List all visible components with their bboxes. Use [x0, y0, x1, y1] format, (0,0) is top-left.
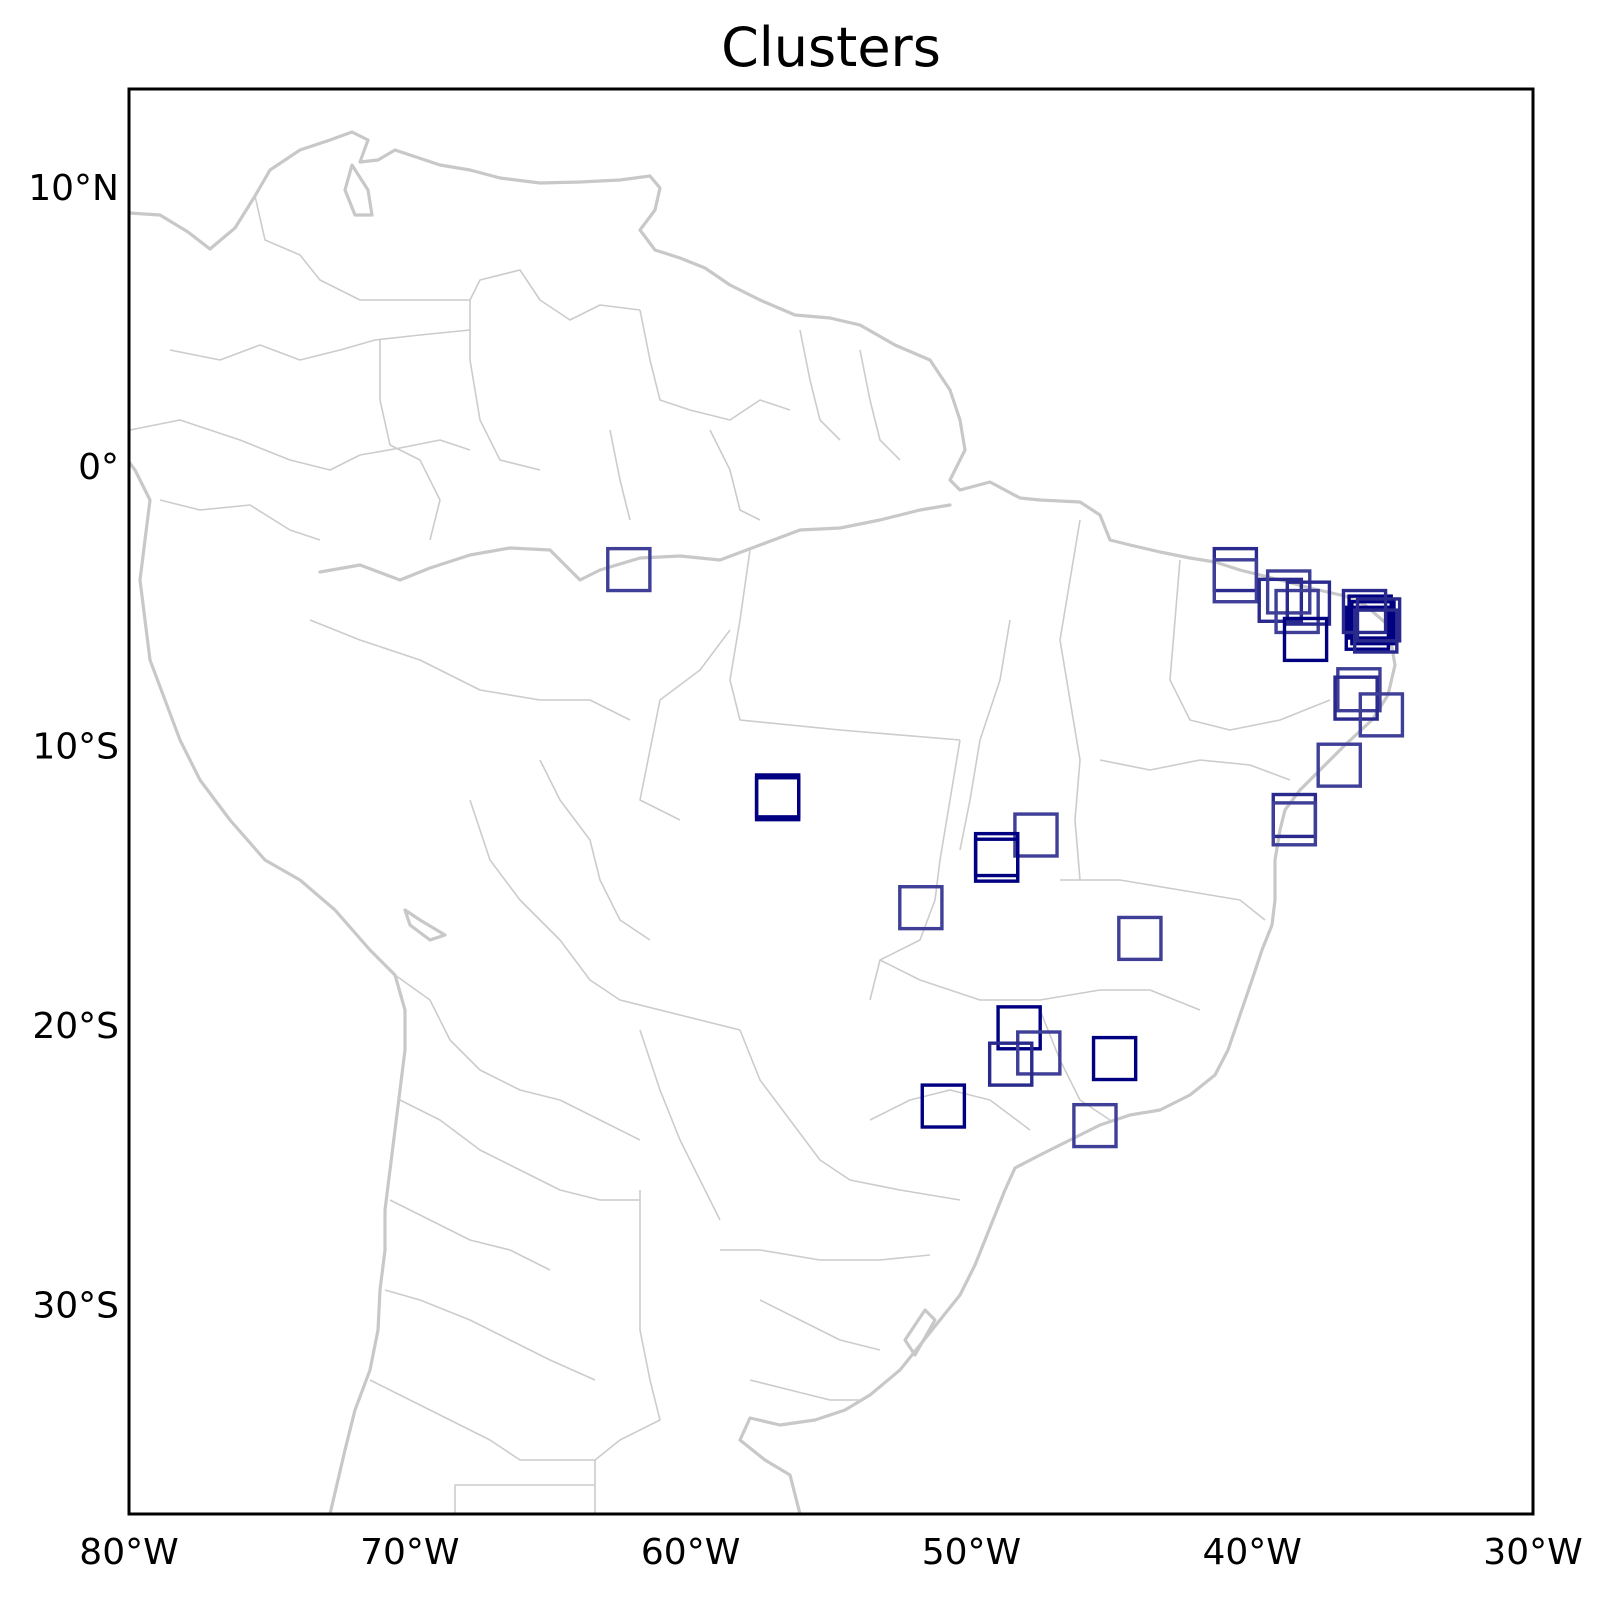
- cluster-box: [1212, 558, 1259, 604]
- cluster-box: [1117, 915, 1163, 962]
- cluster-box: [1358, 692, 1405, 738]
- map-area: [129, 130, 1397, 1514]
- cluster-box: [973, 837, 1020, 883]
- cluster-box: [1091, 1035, 1138, 1082]
- y-tick-label: 20°S: [32, 1006, 119, 1047]
- coastline: [129, 130, 1397, 1514]
- lagoa-dos-patos: [903, 1308, 937, 1357]
- cluster-box: [1355, 597, 1402, 643]
- cluster-box: [754, 776, 801, 822]
- x-axis-ticks: 80°W 70°W 60°W 50°W 40°W 30°W: [79, 1532, 1582, 1573]
- x-tick-label: 60°W: [641, 1532, 740, 1573]
- x-tick-label: 40°W: [1202, 1532, 1301, 1573]
- cluster-box: [1257, 577, 1304, 623]
- cluster-box: [1013, 812, 1059, 858]
- cluster-box: [1274, 588, 1320, 635]
- cluster-box: [1352, 608, 1399, 654]
- coastline-west: [129, 460, 407, 1514]
- x-tick-label: 30°W: [1483, 1532, 1582, 1573]
- x-tick-label: 80°W: [79, 1532, 178, 1573]
- cluster-box: [1316, 742, 1363, 788]
- cluster-box: [1282, 616, 1329, 663]
- cluster-box: [920, 1083, 967, 1129]
- cluster-box: [1285, 580, 1332, 626]
- cluster-box: [1344, 605, 1391, 651]
- y-tick-label: 10°N: [28, 168, 119, 209]
- lake-maracaibo: [343, 163, 374, 217]
- cluster-box: [1350, 600, 1396, 646]
- x-tick-label: 70°W: [360, 1532, 459, 1573]
- cluster-box: [1347, 594, 1393, 640]
- borders: [129, 195, 1331, 1514]
- lake-titicaca: [403, 908, 447, 942]
- cluster-box: [987, 1041, 1034, 1087]
- y-tick-label: 10°S: [32, 727, 119, 768]
- cluster-markers: [606, 546, 1405, 1149]
- cluster-box: [1016, 1030, 1062, 1076]
- y-tick-label: 30°S: [32, 1285, 119, 1326]
- cluster-box: [1333, 675, 1379, 721]
- cluster-box: [606, 546, 652, 593]
- x-tick-label: 50°W: [922, 1532, 1021, 1573]
- chart-title: Clusters: [721, 16, 941, 79]
- cluster-box: [754, 773, 801, 819]
- cluster-box: [1271, 801, 1318, 847]
- y-tick-label: 0°: [78, 447, 119, 488]
- cluster-box: [898, 885, 944, 931]
- amazon-river: [318, 503, 952, 582]
- cluster-box: [1072, 1102, 1118, 1149]
- y-axis-ticks: 10°N 0° 10°S 20°S 30°S: [28, 168, 119, 1327]
- plot-frame: [127, 87, 1535, 1516]
